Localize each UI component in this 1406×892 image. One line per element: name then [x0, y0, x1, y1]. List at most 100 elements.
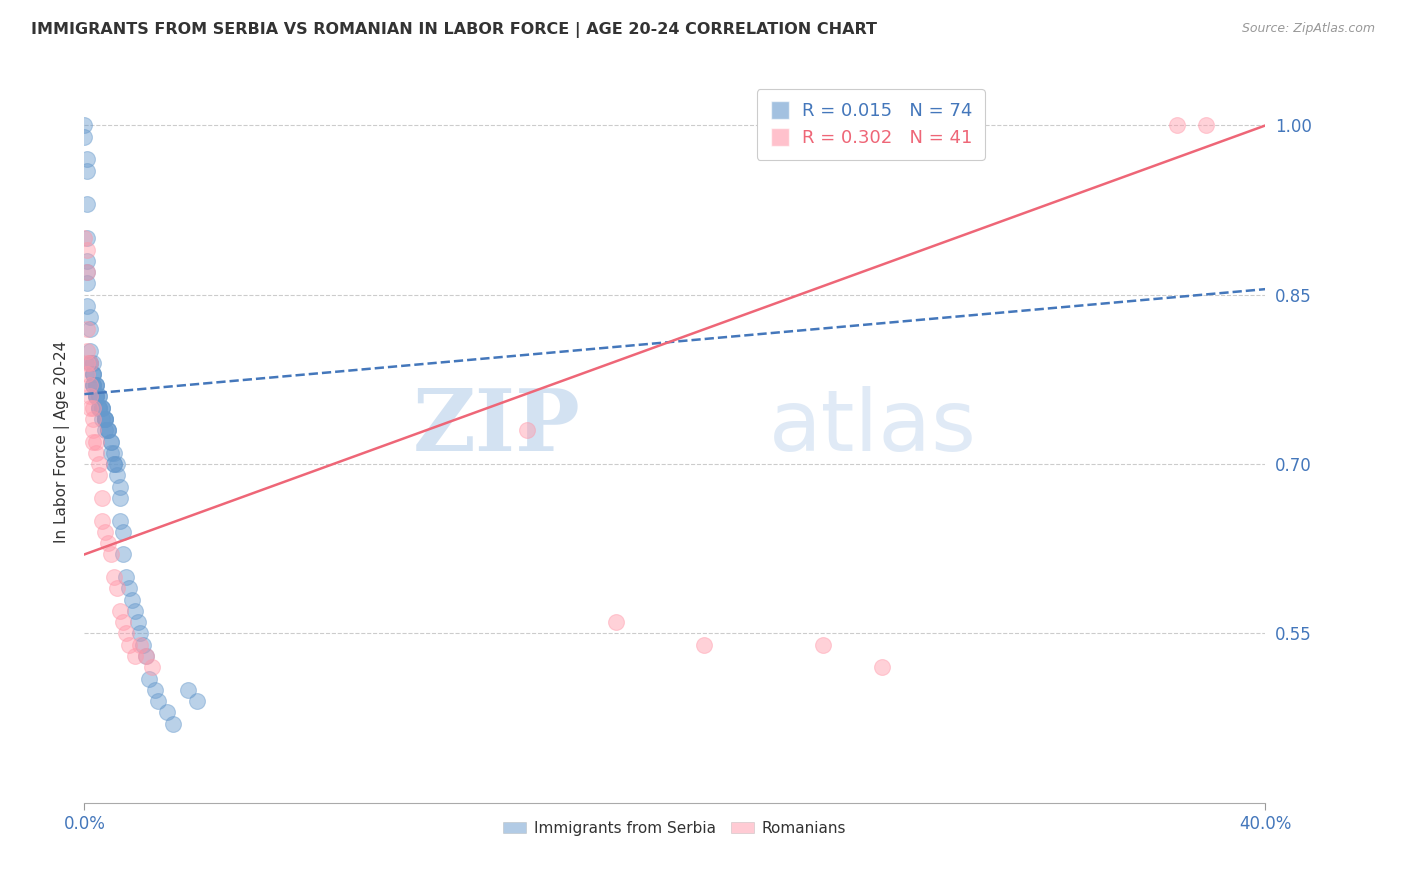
Point — [76, 265, 98, 279]
Point — [82, 355, 104, 369]
Point — [1166, 119, 1188, 133]
Point — [105, 457, 128, 471]
Text: atlas: atlas — [769, 385, 977, 468]
Point — [73, 129, 96, 144]
Point — [87, 401, 111, 415]
Point — [108, 604, 131, 618]
Point — [135, 648, 157, 663]
Point — [97, 423, 120, 437]
Point — [73, 231, 96, 245]
Point — [121, 592, 143, 607]
Point — [516, 423, 538, 437]
Point — [82, 434, 104, 449]
Point — [114, 626, 136, 640]
Point — [79, 401, 101, 415]
Point — [124, 648, 146, 663]
Point — [135, 648, 157, 663]
Point — [82, 423, 104, 437]
Point — [108, 480, 131, 494]
Point — [605, 615, 627, 629]
Point — [76, 243, 98, 257]
Point — [84, 446, 107, 460]
Point — [79, 355, 101, 369]
Point — [84, 378, 107, 392]
Point — [118, 638, 141, 652]
Point — [156, 706, 179, 720]
Point — [82, 412, 104, 426]
Point — [114, 570, 136, 584]
Point — [76, 153, 98, 167]
Point — [129, 626, 152, 640]
Point — [87, 389, 111, 403]
Point — [87, 457, 111, 471]
Y-axis label: In Labor Force | Age 20-24: In Labor Force | Age 20-24 — [55, 341, 70, 542]
Point — [132, 638, 155, 652]
Text: IMMIGRANTS FROM SERBIA VS ROMANIAN IN LABOR FORCE | AGE 20-24 CORRELATION CHART: IMMIGRANTS FROM SERBIA VS ROMANIAN IN LA… — [31, 22, 877, 38]
Point — [103, 446, 125, 460]
Point — [84, 434, 107, 449]
Point — [100, 446, 122, 460]
Point — [84, 389, 107, 403]
Point — [91, 412, 114, 426]
Point — [82, 401, 104, 415]
Point — [76, 299, 98, 313]
Point — [79, 344, 101, 359]
Point — [811, 638, 834, 652]
Point — [84, 378, 107, 392]
Point — [111, 548, 134, 562]
Point — [148, 694, 170, 708]
Point — [94, 423, 117, 437]
Point — [79, 378, 101, 392]
Point — [186, 694, 208, 708]
Point — [91, 401, 114, 415]
Point — [73, 119, 96, 133]
Point — [76, 163, 98, 178]
Point — [97, 536, 120, 550]
Point — [94, 524, 117, 539]
Point — [162, 716, 184, 731]
Point — [138, 672, 160, 686]
Point — [84, 378, 107, 392]
Point — [118, 582, 141, 596]
Point — [105, 582, 128, 596]
Point — [91, 401, 114, 415]
Point — [79, 355, 101, 369]
Point — [76, 367, 98, 381]
Point — [100, 434, 122, 449]
Point — [94, 412, 117, 426]
Point — [87, 389, 111, 403]
Point — [91, 514, 114, 528]
Point — [693, 638, 716, 652]
Point — [76, 231, 98, 245]
Point — [111, 615, 134, 629]
Point — [76, 253, 98, 268]
Point — [84, 389, 107, 403]
Point — [870, 660, 893, 674]
Point — [84, 389, 107, 403]
Point — [76, 277, 98, 291]
Point — [76, 355, 98, 369]
Point — [141, 660, 163, 674]
Point — [91, 491, 114, 505]
Point — [76, 344, 98, 359]
Point — [82, 378, 104, 392]
Point — [177, 682, 200, 697]
Text: Source: ZipAtlas.com: Source: ZipAtlas.com — [1241, 22, 1375, 36]
Point — [103, 570, 125, 584]
Point — [87, 401, 111, 415]
Text: ZIP: ZIP — [412, 385, 581, 469]
Point — [79, 355, 101, 369]
Legend: Immigrants from Serbia, Romanians: Immigrants from Serbia, Romanians — [498, 815, 852, 842]
Point — [76, 197, 98, 211]
Point — [124, 604, 146, 618]
Point — [76, 265, 98, 279]
Point — [79, 310, 101, 325]
Point — [87, 401, 111, 415]
Point — [127, 615, 149, 629]
Point — [129, 638, 152, 652]
Point — [82, 367, 104, 381]
Point — [79, 389, 101, 403]
Point — [1195, 119, 1218, 133]
Point — [84, 389, 107, 403]
Point — [94, 412, 117, 426]
